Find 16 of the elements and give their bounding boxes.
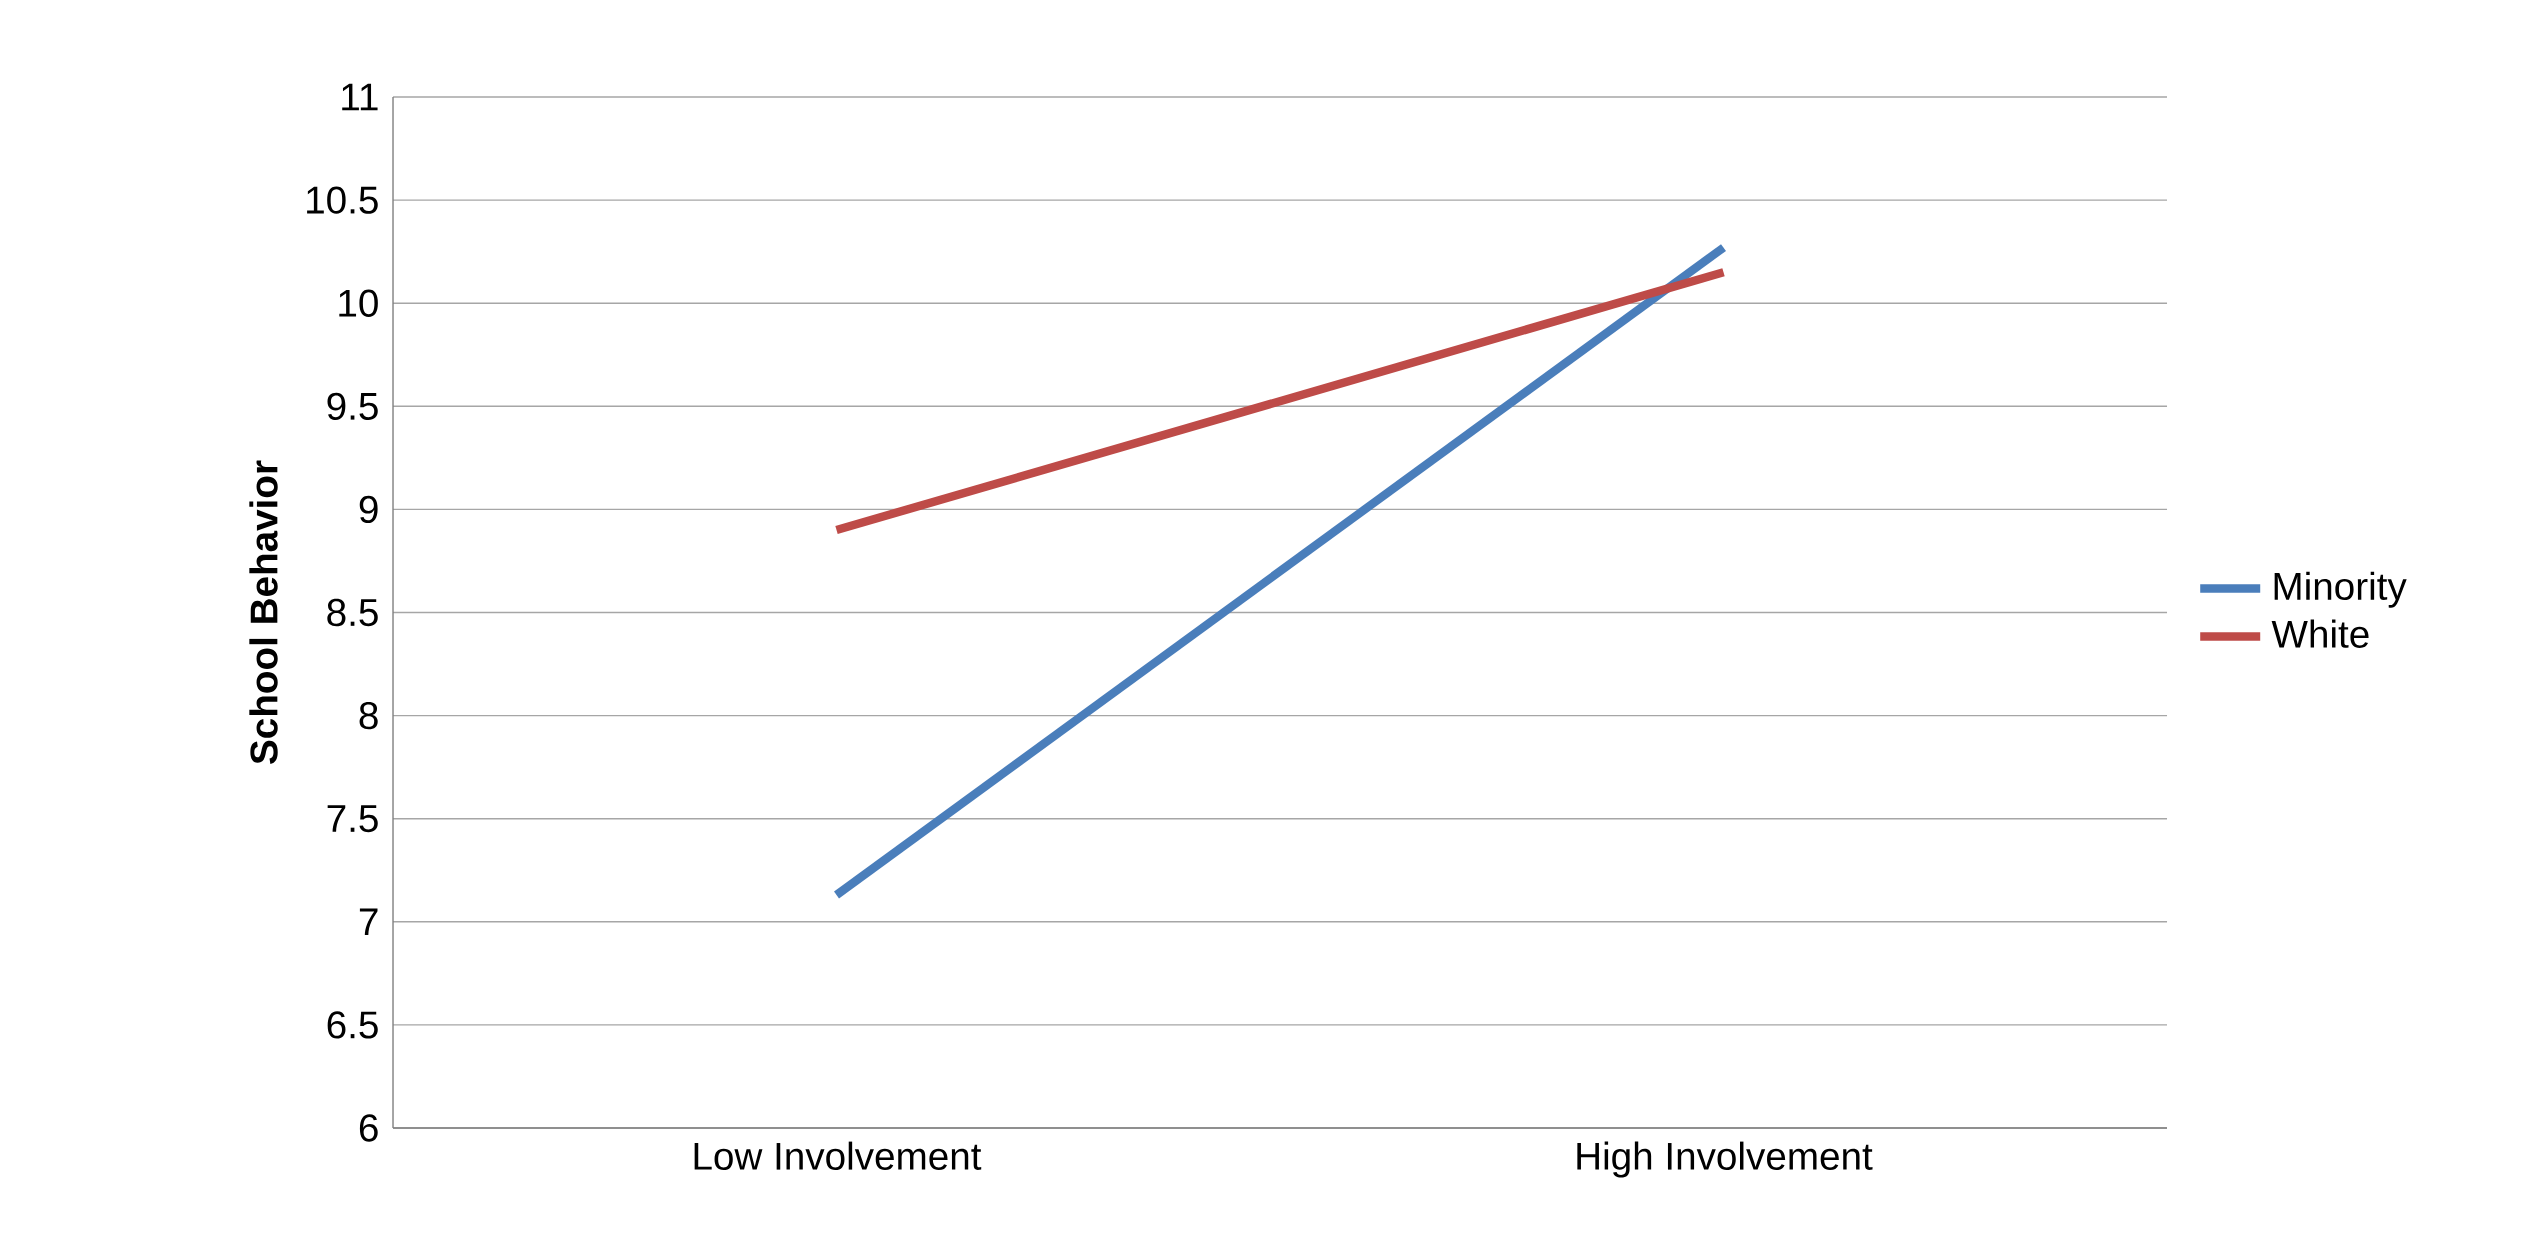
y-tick-label: 10.5 <box>307 186 378 214</box>
y-tick-label: 6 <box>359 1114 378 1142</box>
y-tick-label: 11 <box>342 83 378 111</box>
x-tick-label: Low Involvement <box>694 1141 982 1170</box>
y-axis-title: School Behavior <box>249 460 278 764</box>
y-tick-label: 9.5 <box>327 392 378 420</box>
y-tick-label: 9 <box>359 495 378 524</box>
y-tick-label: 8 <box>359 701 378 730</box>
y-tick-label: 8.5 <box>327 598 378 627</box>
y-tick-label: 6.5 <box>327 1011 378 1039</box>
y-tick-label: 10 <box>339 289 378 317</box>
y-tick-label: 7.5 <box>327 805 378 833</box>
x-tick-label: High Involvement <box>1577 1141 1873 1178</box>
legend-label: White <box>2271 619 2369 648</box>
y-tick-label: 7 <box>359 908 378 936</box>
legend-label: Minority <box>2274 571 2407 608</box>
